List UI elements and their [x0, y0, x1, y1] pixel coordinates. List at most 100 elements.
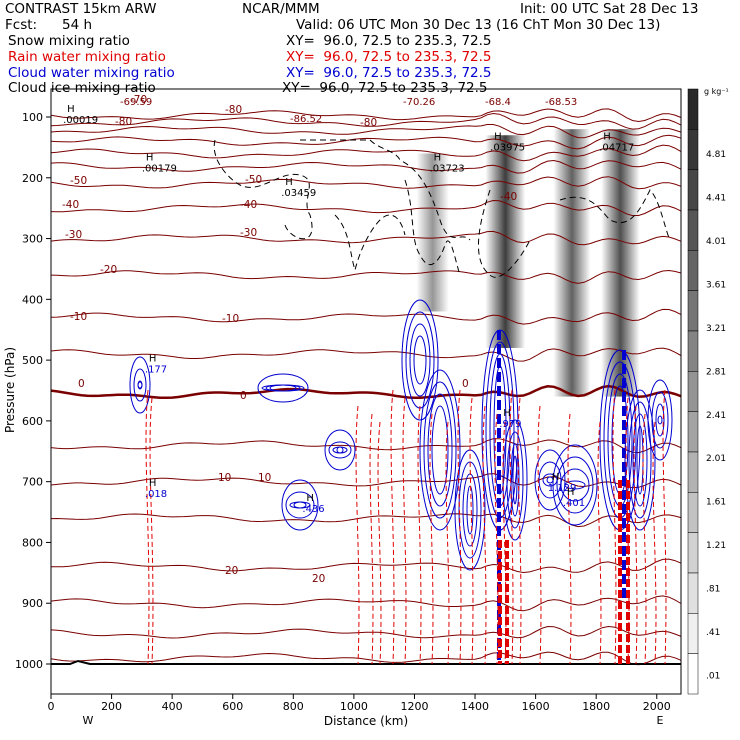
snow-column-shade	[485, 135, 526, 348]
max-label: .177	[145, 364, 167, 375]
center-label: NCAR/MMM	[242, 1, 320, 17]
max-label: 1.129	[548, 483, 577, 494]
colorbar-label: 3.21	[706, 324, 726, 334]
cloud-water-contour	[409, 323, 431, 397]
cloud-water-contour	[647, 379, 673, 461]
x-end-label-west: W	[83, 714, 94, 727]
rain-contour	[149, 397, 154, 665]
isotherm-line	[50, 230, 682, 246]
colorbar-cell	[687, 250, 699, 291]
isotherm-label: 10	[258, 472, 271, 484]
isotherm-line	[50, 124, 682, 139]
cloud-water-contour	[269, 384, 297, 392]
colorbar-cell	[687, 411, 699, 453]
max-marker: H	[306, 493, 314, 504]
field-xy-rain: XY= 96.0, 72.5 to 235.3, 72.5	[286, 49, 492, 65]
rain-contour	[662, 389, 667, 665]
isotherm-line	[50, 269, 682, 284]
cloud-water-contour	[257, 373, 309, 403]
snow-shading-layer	[416, 129, 640, 397]
isotherm-line	[50, 199, 682, 217]
isotherm-label: 20	[312, 573, 325, 585]
rain-contour	[429, 413, 434, 665]
rain-contour	[612, 389, 617, 665]
cloud-water-contour	[285, 491, 315, 519]
x-tick-label: 800	[283, 700, 304, 713]
colorbar-cell	[687, 653, 699, 695]
colorbar-label: 2.41	[706, 411, 726, 421]
cloud-water-contour	[281, 479, 319, 531]
colorbar-cell	[687, 532, 699, 574]
rain-contour	[567, 413, 572, 665]
cloud-water-contour	[332, 446, 348, 454]
colorbar-label: 2.01	[706, 454, 726, 464]
cloud-water-contour	[512, 455, 518, 505]
cloud-ice-contour	[477, 189, 531, 278]
forecast-label: Fcst:	[5, 17, 38, 33]
x-tick-label: 2000	[643, 700, 671, 713]
isotherm-line	[50, 159, 682, 174]
cloud-ice-contour	[213, 139, 313, 240]
cloud-water-contour	[133, 368, 147, 402]
min-label: -68.53	[545, 97, 577, 108]
isotherm-label: -40	[500, 191, 517, 203]
max-marker: H	[552, 472, 560, 483]
cloud-water-contour	[336, 446, 344, 454]
field-name-cloud-ice: Cloud ice mixing ratio	[8, 80, 156, 96]
colorbar-cell	[687, 290, 699, 332]
isotherm-label: -10	[70, 311, 87, 323]
x-axis-label: Distance (km)	[324, 714, 408, 728]
y-tick-label: 700	[22, 476, 43, 489]
max-marker: H	[149, 353, 157, 364]
y-tick-label: 500	[22, 354, 43, 367]
min-label: -86.52	[290, 114, 322, 125]
colorbar-cell	[687, 451, 699, 493]
isotherm-label: -50	[245, 174, 262, 186]
colorbar-label: 4.81	[706, 150, 726, 160]
colorbar-label: .01	[706, 671, 720, 681]
snow-column	[485, 135, 526, 348]
snow-column	[416, 153, 449, 312]
isotherm-line	[50, 438, 682, 454]
field-name-snow: Snow mixing ratio	[8, 33, 130, 49]
rain-contour	[457, 389, 462, 665]
cloud-water-contour	[534, 449, 566, 511]
max-marker: H	[603, 131, 611, 142]
rain-contour	[509, 389, 514, 665]
isotherm-label: -30	[240, 227, 257, 239]
cloud-water-contour	[419, 369, 461, 531]
cloud-water-contour	[129, 356, 151, 414]
isotherm-label: -80	[360, 117, 377, 129]
rain-contours	[145, 389, 667, 665]
cloud-water-contour	[458, 461, 482, 559]
isotherm-line	[50, 473, 682, 489]
cloud-water-contour	[657, 415, 663, 425]
isotherm-label: 10	[218, 472, 231, 484]
rain-contour	[633, 405, 638, 665]
max-label: .04717	[599, 142, 634, 153]
cloud-water-contour	[413, 335, 427, 385]
rain-contour	[369, 413, 374, 665]
colorbar-cell	[687, 613, 699, 654]
colorbar-cell	[687, 129, 699, 170]
x-tick-label: 1600	[522, 700, 550, 713]
isotherm-label: -80	[225, 104, 242, 116]
snow-column	[553, 129, 591, 397]
isotherm-line	[50, 134, 682, 150]
valid-time: Valid: 06 UTC Mon 30 Dec 13 (16 ChT Mon …	[296, 17, 661, 33]
cloud-water-contour	[632, 413, 648, 507]
isotherm-label: -40	[62, 199, 79, 211]
x-tick-label: 200	[101, 700, 122, 713]
colorbar-unit: g kg⁻¹	[704, 87, 729, 96]
cloud-water-contour	[560, 468, 590, 502]
max-marker: H	[149, 478, 157, 489]
max-label: .03459	[281, 188, 316, 199]
y-tick-label: 100	[22, 111, 43, 124]
y-tick-label: 400	[22, 293, 43, 306]
isotherm-line	[50, 144, 682, 162]
colorbar-cell	[687, 88, 699, 130]
colorbar-label: 1.61	[706, 498, 726, 508]
y-tick-label: 1000	[15, 658, 43, 671]
